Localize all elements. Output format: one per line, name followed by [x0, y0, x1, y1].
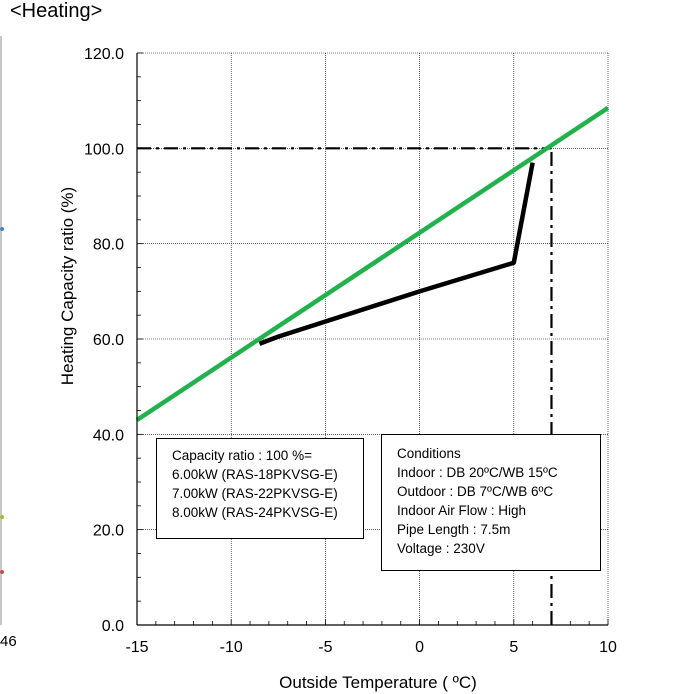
capacity-line-4: 8.00kW (RAS-24PKVSG-E) — [172, 505, 338, 520]
y-tick-label: 100.0 — [84, 141, 124, 158]
x-tick-label: -15 — [125, 639, 148, 656]
conditions-box: Conditions Indoor : DB 20ºC/WB 15ºC Outd… — [381, 434, 601, 571]
capacity-curve-green — [135, 105, 610, 422]
capacity-curve-black — [258, 162, 535, 346]
x-tick-label: 0 — [415, 639, 424, 656]
y-tick-label: 80.0 — [93, 237, 124, 254]
conditions-pipe: Pipe Length : 7.5m — [397, 522, 511, 537]
chart-heading: <Heating> — [10, 0, 103, 22]
x-tick-label: -5 — [318, 639, 332, 656]
y-tick-label: 0.0 — [102, 618, 124, 635]
conditions-outdoor: Outdoor : DB 7ºC/WB 6ºC — [397, 484, 554, 499]
capacity-line-3: 7.00kW (RAS-22PKVSG-E) — [172, 486, 338, 501]
tick-labels: -15 -10 -5 0 5 100.020.040.060.080.0100.0120.… — [84, 46, 617, 656]
cropped-series-marker-blue — [0, 227, 4, 231]
x-axis-title: Outside Temperature ( ºC) — [279, 673, 477, 692]
capacity-line-2: 6.00kW (RAS-18PKVSG-E) — [172, 467, 338, 482]
y-tick-label: 20.0 — [93, 523, 124, 540]
conditions-title: Conditions — [397, 446, 461, 461]
conditions-airflow: Indoor Air Flow : High — [397, 503, 527, 518]
y-axis-title: Heating Capacity ratio (%) — [58, 187, 77, 385]
x-tick-label: -10 — [220, 639, 243, 656]
x-tick-label: 10 — [599, 639, 617, 656]
y-tick-label: 40.0 — [93, 427, 124, 444]
conditions-indoor: Indoor : DB 20ºC/WB 15ºC — [397, 465, 558, 480]
capacity-line-1: Capacity ratio : 100 %= — [172, 448, 312, 463]
cropped-tick-label: 46 — [0, 633, 17, 650]
conditions-voltage: Voltage : 230V — [397, 541, 485, 556]
reference-lines — [137, 147, 553, 625]
y-tick-label: 120.0 — [84, 46, 124, 63]
cropped-series-marker-red — [0, 570, 4, 574]
axes — [136, 52, 609, 626]
x-tick-label: 5 — [509, 639, 518, 656]
series — [135, 105, 610, 422]
y-tick-label: 60.0 — [93, 332, 124, 349]
capacity-ratio-box: Capacity ratio : 100 %= 6.00kW (RAS-18PK… — [156, 438, 364, 539]
cropped-series-marker-green — [0, 515, 4, 519]
